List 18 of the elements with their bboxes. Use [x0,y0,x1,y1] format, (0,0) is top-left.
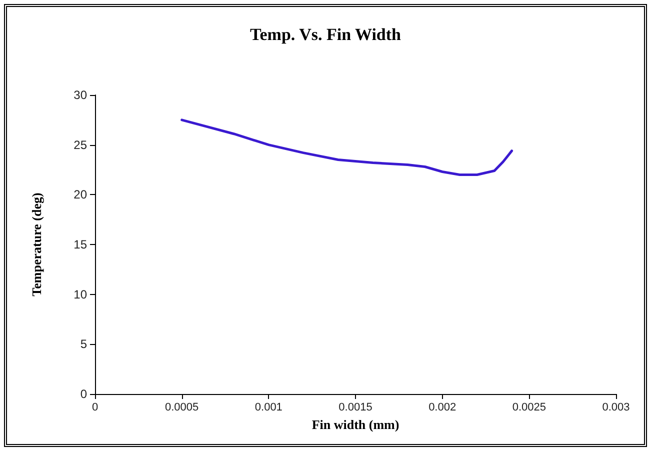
x-axis-title: Fin width (mm) [312,416,400,432]
x-tick-label: 0 [92,402,98,414]
x-tick-label: 0.002 [428,402,456,414]
line-series [180,118,514,176]
x-tick-label: 0.0005 [165,402,199,414]
y-tick-label: 0 [80,387,88,401]
x-tick-label: 0.0025 [512,402,546,414]
y-tick-label: 5 [80,337,88,352]
x-tick-label: 0.0015 [338,402,372,414]
y-tick-label: 20 [74,188,88,202]
x-tick-label: 0.003 [602,402,630,414]
chart-title: Temp. Vs. Fin Width [250,25,402,44]
y-axis-title: Temperature (deg) [29,192,44,296]
y-tick-label: 25 [74,138,88,152]
x-tick-label: 0.001 [254,402,282,414]
y-tick-label: 30 [74,88,88,102]
y-tick-label: 10 [74,287,88,302]
y-tick-label: 15 [74,238,88,252]
